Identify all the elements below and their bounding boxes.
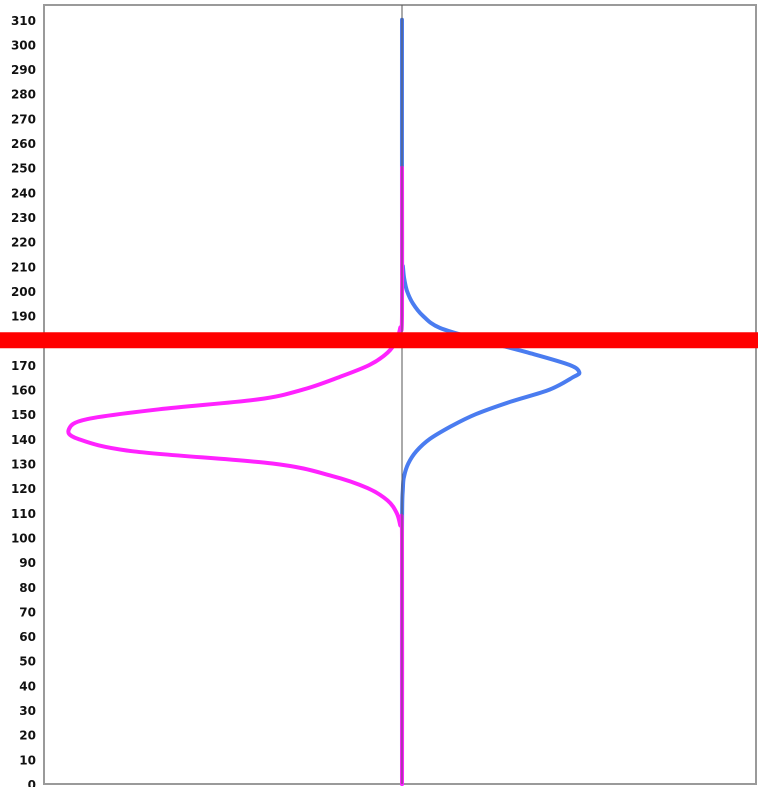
y-tick-label: 310 (11, 14, 36, 28)
y-tick-label: 270 (11, 112, 36, 126)
y-tick-label: 150 (11, 408, 36, 422)
y-tick-label: 220 (11, 236, 36, 250)
y-tick-label: 30 (19, 704, 36, 718)
y-tick-label: 140 (11, 433, 36, 447)
y-tick-label: 110 (11, 507, 36, 521)
y-tick-label: 300 (11, 38, 36, 52)
y-tick-label: 130 (11, 458, 36, 472)
y-tick-label: 80 (19, 581, 36, 595)
y-tick-label: 90 (19, 556, 36, 570)
y-tick-label: 280 (11, 88, 36, 102)
y-tick-label: 290 (11, 63, 36, 77)
y-tick-label: 0 (28, 778, 36, 787)
y-tick-label: 120 (11, 482, 36, 496)
y-tick-label: 20 (19, 729, 36, 743)
y-axis-tick-labels: 0 10 20 30 40 50 60 70 80 90 100 110 120 130 140 150 160… (11, 14, 36, 787)
y-tick-label: 240 (11, 186, 36, 200)
y-tick-label: 50 (19, 655, 36, 669)
y-tick-label: 100 (11, 531, 36, 545)
y-tick-label: 190 (11, 310, 36, 324)
y-tick-label: 230 (11, 211, 36, 225)
y-tick-label: 60 (19, 630, 36, 644)
y-tick-label: 160 (11, 384, 36, 398)
y-tick-label: 70 (19, 605, 36, 619)
y-tick-label: 250 (11, 162, 36, 176)
y-tick-label: 200 (11, 285, 36, 299)
y-tick-label: 40 (19, 679, 36, 693)
y-tick-label: 260 (11, 137, 36, 151)
y-tick-label: 170 (11, 359, 36, 373)
series-line-blue (399, 17, 582, 786)
y-tick-label: 10 (19, 753, 36, 767)
y-tick-label: 210 (11, 260, 36, 274)
